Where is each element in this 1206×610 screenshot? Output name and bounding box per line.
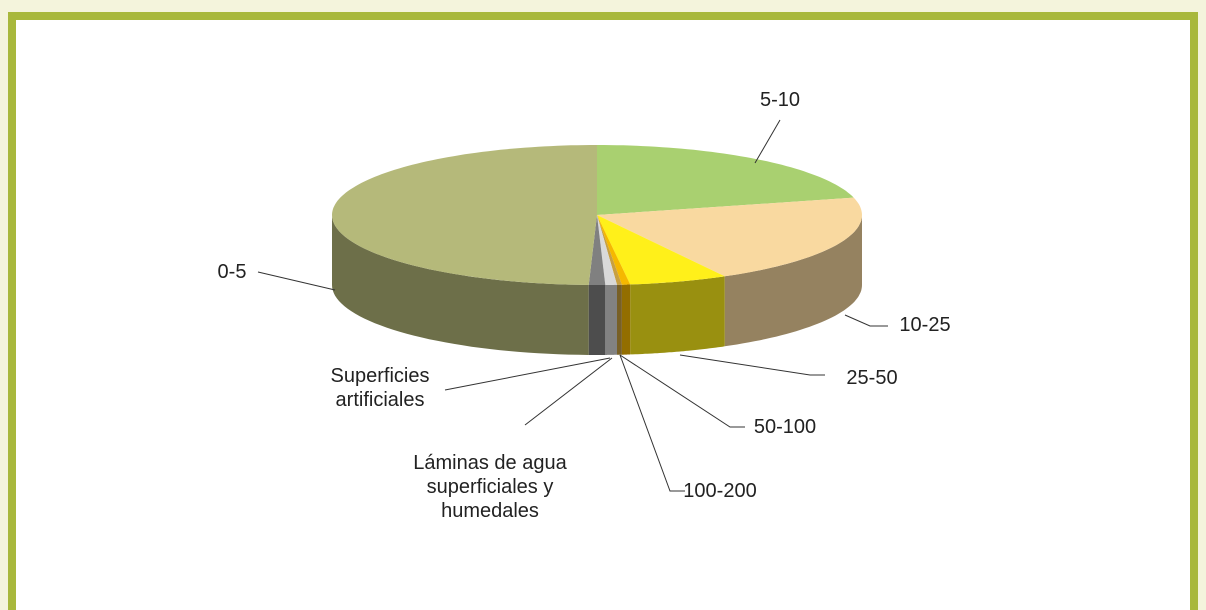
leader-line bbox=[679, 354, 825, 376]
chart bbox=[257, 119, 888, 492]
pie-slice bbox=[597, 215, 631, 285]
slice-label: 5-10 bbox=[759, 89, 801, 111]
pie-side bbox=[605, 284, 617, 355]
leader-line bbox=[524, 357, 613, 426]
pie-slice bbox=[597, 215, 622, 285]
pie-slice bbox=[597, 197, 862, 277]
leader-line bbox=[844, 314, 888, 327]
leader-line bbox=[619, 354, 685, 492]
slice-label: Láminas de agua superficiales y humedale… bbox=[413, 452, 567, 522]
pie-side bbox=[724, 215, 862, 347]
slice-label: 100-200 bbox=[683, 480, 757, 502]
slice-label: 50-100 bbox=[753, 416, 817, 438]
leader-line bbox=[444, 357, 611, 391]
pie-side bbox=[332, 215, 589, 355]
pie-side bbox=[588, 285, 606, 355]
pie-side bbox=[617, 284, 622, 355]
page: {"chart_data": {"type": "pie3d", "catego… bbox=[8, 12, 1198, 610]
pie-slice bbox=[597, 145, 854, 215]
pie-slice bbox=[597, 215, 617, 285]
slice-label: Superficies artificiales bbox=[330, 365, 430, 411]
leader-line bbox=[754, 119, 781, 164]
slice-label: 25-50 bbox=[846, 367, 898, 389]
pie-side bbox=[630, 276, 725, 355]
leader-line bbox=[257, 271, 336, 291]
pie-side bbox=[621, 284, 631, 355]
pie-slice bbox=[588, 215, 606, 285]
pie-slice bbox=[597, 215, 725, 285]
leader-line bbox=[619, 354, 745, 428]
slice-label: 0-5 bbox=[217, 261, 247, 283]
slice-label: 10-25 bbox=[899, 314, 951, 336]
pie-slice bbox=[332, 145, 597, 285]
